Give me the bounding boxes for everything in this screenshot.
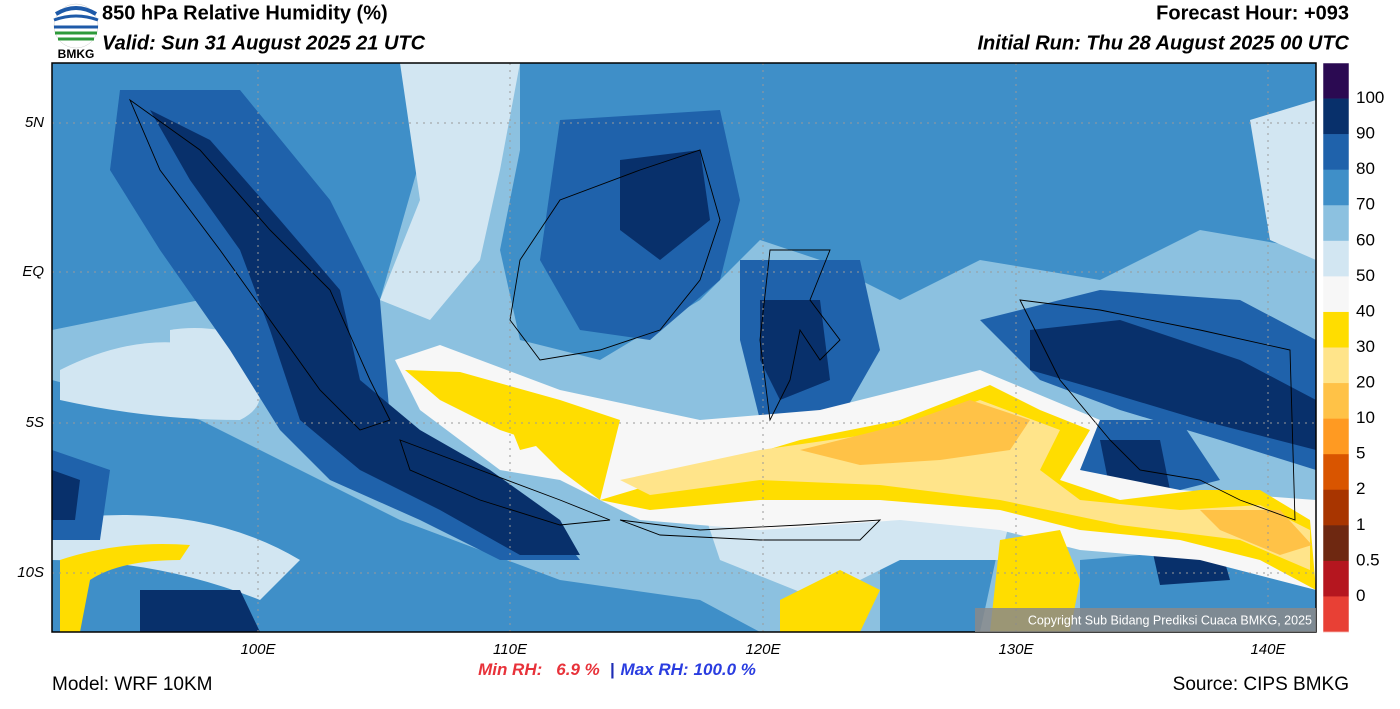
valid-time: Valid: Sun 31 August 2025 21 UTC	[102, 32, 426, 54]
colorbar-segment	[1323, 205, 1349, 242]
lat-label: EQ	[22, 263, 44, 280]
colorbar-segment	[1323, 525, 1349, 562]
colorbar-label: 1	[1356, 515, 1365, 534]
colorbar-label: 80	[1356, 159, 1375, 178]
lon-label: 110E	[493, 641, 528, 658]
copyright: Copyright Sub Bidang Prediksi Cuaca BMKG…	[1028, 613, 1312, 627]
colorbar-label: 5	[1356, 444, 1365, 463]
forecast-hour: Forecast Hour: +093	[1156, 2, 1349, 24]
colorbar-segment	[1323, 383, 1349, 419]
colorbar-label: 2	[1356, 479, 1365, 498]
colorbar-segment	[1323, 347, 1349, 384]
colorbar: 100 90 80 70 60 50 40 30 20 10 5 2 1 0.5 0	[1322, 62, 1384, 633]
lon-label: 100E	[240, 641, 276, 658]
min-value: 6.9 %	[556, 660, 599, 679]
logo-text: BMKG	[58, 47, 95, 61]
lat-labels: 5N EQ 5S 10S	[17, 114, 44, 581]
max-value: 100.0 %	[694, 660, 756, 679]
colorbar-segment	[1323, 169, 1349, 206]
rh-stats: Min RH: 6.9 % | Max RH: 100.0 %	[478, 660, 756, 679]
colorbar-label: 50	[1356, 266, 1375, 285]
lat-label: 5S	[26, 414, 44, 431]
lat-label: 5N	[25, 114, 44, 131]
colorbar-segment	[1323, 98, 1349, 135]
colorbar-segment	[1323, 276, 1349, 313]
humidity-field	[52, 63, 1316, 632]
lon-label: 120E	[745, 641, 781, 658]
separator: |	[610, 660, 615, 679]
colorbar-segment	[1323, 63, 1349, 99]
graticule	[52, 63, 1316, 632]
colorbar-segment	[1323, 596, 1349, 633]
colorbar-label: 0	[1356, 586, 1365, 605]
colorbar-frame	[1322, 62, 1350, 633]
title: 850 hPa Relative Humidity (%)	[102, 2, 388, 24]
source: Source: CIPS BMKG	[1173, 674, 1349, 695]
colorbar-segment	[1323, 240, 1349, 277]
colorbar-segment	[1323, 134, 1349, 170]
colorbar-label: 90	[1356, 124, 1375, 143]
lat-label: 10S	[17, 564, 44, 581]
map-frame	[51, 62, 1317, 633]
initial-run: Initial Run: Thu 28 August 2025 00 UTC	[977, 32, 1349, 54]
colorbar-segment	[1323, 560, 1349, 597]
colorbar-segment	[1323, 489, 1349, 526]
min-label: Min RH:	[478, 660, 542, 679]
logo: BMKG	[53, 3, 99, 61]
model: Model: WRF 10KM	[52, 674, 212, 695]
colorbar-segment	[1323, 454, 1349, 491]
max-label: Max RH:	[621, 660, 689, 679]
lon-labels: 100E 110E 120E 130E 140E	[240, 641, 1286, 658]
colorbar-label: 60	[1356, 230, 1375, 249]
colorbar-label: 0.5	[1356, 550, 1380, 569]
lon-label: 140E	[1250, 641, 1286, 658]
colorbar-label: 30	[1356, 337, 1375, 356]
lon-label: 130E	[998, 641, 1034, 658]
colorbar-segment	[1323, 311, 1349, 348]
colorbar-segment	[1323, 418, 1349, 455]
copyright-box	[975, 608, 1316, 632]
colorbar-label: 20	[1356, 373, 1375, 392]
colorbar-label: 100	[1356, 88, 1384, 107]
colorbar-label: 10	[1356, 408, 1375, 427]
colorbar-label: 40	[1356, 301, 1375, 320]
colorbar-label: 70	[1356, 195, 1375, 214]
